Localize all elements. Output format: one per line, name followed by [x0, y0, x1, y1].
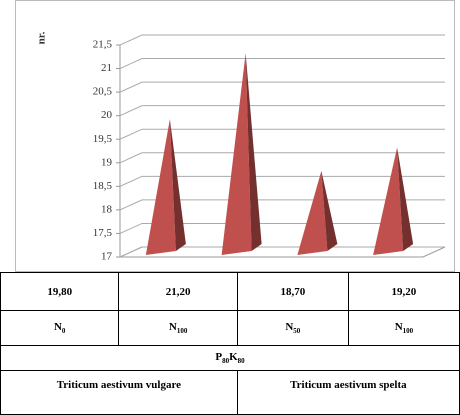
- pyramid-front: [373, 147, 404, 255]
- grid-line: [119, 58, 445, 70]
- value-cell: 18,70: [236, 272, 349, 311]
- grid-line: [119, 105, 445, 117]
- grid-line: [119, 81, 445, 93]
- value-cell: 19,80: [0, 272, 120, 311]
- grid-line: [119, 152, 445, 164]
- grid-line: [119, 199, 445, 211]
- pyramid-side: [397, 147, 414, 251]
- pyramid: [145, 119, 186, 255]
- y-tick-label: 20: [101, 109, 113, 121]
- category-cell: N0: [0, 310, 120, 346]
- y-tick-label: 17,5: [93, 227, 113, 239]
- y-tick-label: 19: [101, 156, 113, 168]
- pyramid-side: [245, 53, 262, 252]
- value-cell: 19,20: [347, 272, 460, 311]
- pyramid-front: [297, 170, 328, 255]
- pyramid: [373, 147, 414, 255]
- group-cell: Triticum aestivum vulgare: [0, 370, 238, 415]
- category-cell: N100: [347, 310, 460, 346]
- category-cell: N50: [236, 310, 349, 346]
- y-tick-label: 20,5: [93, 86, 113, 98]
- y-tick-label: 18: [101, 203, 113, 215]
- y-tick-label: 21: [101, 62, 112, 74]
- pyramid-side: [169, 119, 186, 251]
- group-cell: Triticum aestivum spelta: [236, 370, 460, 415]
- pyramid-side: [321, 170, 338, 251]
- category-cell: N100: [118, 310, 238, 346]
- y-tick-label: 18,5: [93, 180, 113, 192]
- grid-line: [119, 175, 445, 187]
- grid-line: [119, 246, 445, 258]
- pyramid-front: [145, 119, 176, 255]
- pyramid: [221, 53, 262, 256]
- y-tick-label: 19,5: [93, 133, 113, 145]
- data-table: 19,80 21,20 18,70 19,20 N0 N100 N50 N100 P80K8…: [0, 272, 460, 415]
- y-tick-label: 21,5: [93, 39, 113, 51]
- pyramid-front: [221, 53, 252, 256]
- grid-line: [119, 222, 445, 234]
- pyramid: [297, 170, 338, 255]
- grid-line: [119, 128, 445, 140]
- value-cell: 21,20: [118, 272, 238, 311]
- grid-line: [119, 34, 445, 46]
- y-tick-label: 17: [101, 251, 113, 263]
- chart: nr. 17 17,5 18 18,5 19 19,5 20 20,5 21 21,5: [15, 0, 455, 272]
- y-axis-label: nr.: [36, 31, 48, 44]
- treatment-cell: P80K80: [0, 345, 460, 371]
- floor-line: [120, 246, 446, 258]
